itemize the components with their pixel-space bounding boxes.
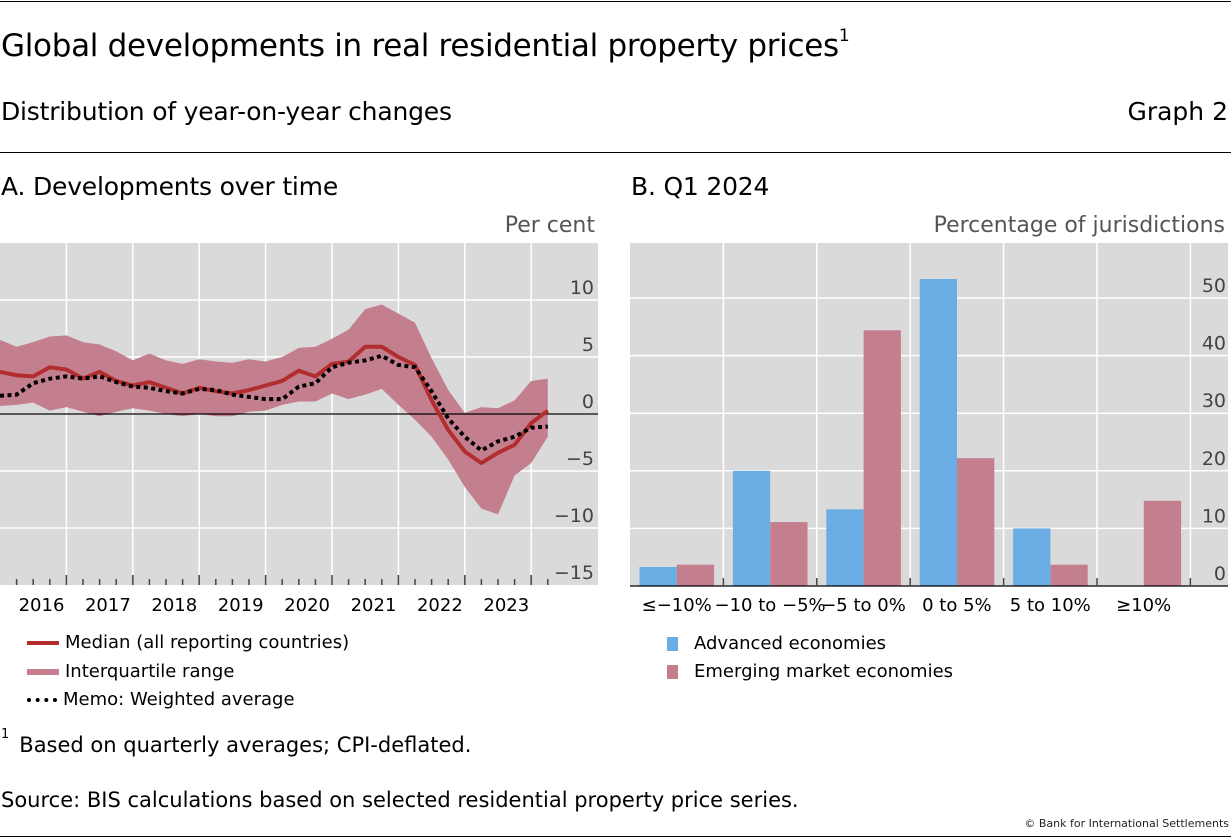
legend-item-median: Median (all reporting countries) [27,632,349,653]
graph-number: Graph 2 [1127,97,1228,126]
x-tick-label: 2017 [85,595,131,616]
figure-title: Global developments in real residential … [1,25,850,64]
bar-emerging [676,564,715,586]
panel-a-chart: 10 5 0 −5 −10 −15 2016 2017 2018 2019 2020 2021 2022… [0,243,598,616]
interquartile-band [0,304,548,515]
bar-advanced [919,278,957,586]
y-tick-label: 10 [570,277,594,299]
x-tick-label: 2018 [151,595,197,616]
y-tick-label: −10 [554,505,594,527]
legend-label: Memo: Weighted average [63,689,295,710]
bar-emerging [770,522,808,586]
footnote-marker: 1 [1,727,10,742]
panel-b-unit-label: Percentage of jurisdictions [933,213,1225,238]
legend-label: Median (all reporting countries) [65,632,350,653]
x-tick-label: 2022 [417,595,463,616]
bottom-rule [0,836,1231,837]
footnote-text: Based on quarterly averages; CPI-deflate… [19,733,472,757]
panel-a-unit-label: Per cent [504,213,595,238]
panel-b-title: B. Q1 2024 [631,172,770,201]
source-note: Source: BIS calculations based on select… [1,788,799,812]
advanced-swatch [667,636,678,651]
x-tick-label: 5 to 10% [1010,595,1091,616]
x-tick-label: 0 to 5% [922,595,992,616]
x-tick-label: 2020 [284,595,330,616]
x-tick-label: 2023 [483,595,529,616]
bar-emerging [863,330,901,586]
x-tick-label: 2021 [351,595,397,616]
bar-emerging [1050,564,1088,586]
interquartile-band-swatch [27,668,59,675]
x-tick-label: −5 to 0% [821,595,906,616]
legend-item-advanced: Advanced economies [667,633,886,654]
bar-advanced [826,509,864,586]
legend-item-interquartile: Interquartile range [27,661,234,682]
bar-emerging [1143,500,1182,586]
y-tick-label: 5 [582,334,594,356]
y-tick-label: 0 [1214,563,1226,585]
legend-label: Advanced economies [694,633,887,654]
y-tick-label: 30 [1202,390,1226,412]
legend-item-weighted: Memo: Weighted average [27,689,295,710]
x-tick-label: ≥10% [1116,595,1171,616]
median-line [0,344,550,466]
emerging-swatch [667,664,678,679]
legend-label: Interquartile range [65,661,235,682]
legend-label: Emerging market economies [694,661,954,682]
dotted-line-swatch [27,697,57,702]
weighted-average-line [0,353,548,453]
median-line-swatch [27,640,59,645]
bar-emerging [957,458,995,586]
y-tick-label: −15 [554,562,594,584]
y-tick-label: 20 [1202,448,1226,470]
header-rule [0,152,1231,153]
bar-advanced [732,470,771,586]
y-tick-label: 50 [1202,275,1226,297]
y-tick-label: −5 [566,448,594,470]
copyright: © Bank for International Settlements [1024,817,1229,830]
y-tick-label: 10 [1202,505,1226,527]
panel-b-chart: 0 10 20 30 40 50 ≤−10% −10 to −5%−5 to 0% 0 to 5… [630,243,1228,616]
x-tick-label: ≤−10% [642,595,712,616]
bar-advanced [639,566,677,586]
bar-advanced [1013,528,1051,586]
title-footnote-marker: 1 [838,25,850,46]
figure-title-text: Global developments in real residential … [1,28,839,64]
x-tick-label: −10 to −5% [715,595,826,616]
x-tick-label: 2019 [218,595,264,616]
footnote: 1 Based on quarterly averages; CPI-deflat… [1,727,472,757]
legend-item-emerging: Emerging market economies [667,661,953,682]
y-tick-label: 40 [1202,333,1226,355]
y-tick-label: 0 [582,391,594,413]
figure-subtitle: Distribution of year-on-year changes [1,97,452,126]
top-rule [0,1,1231,2]
x-tick-label: 2016 [19,595,65,616]
panel-a-title: A. Developments over time [1,172,339,201]
